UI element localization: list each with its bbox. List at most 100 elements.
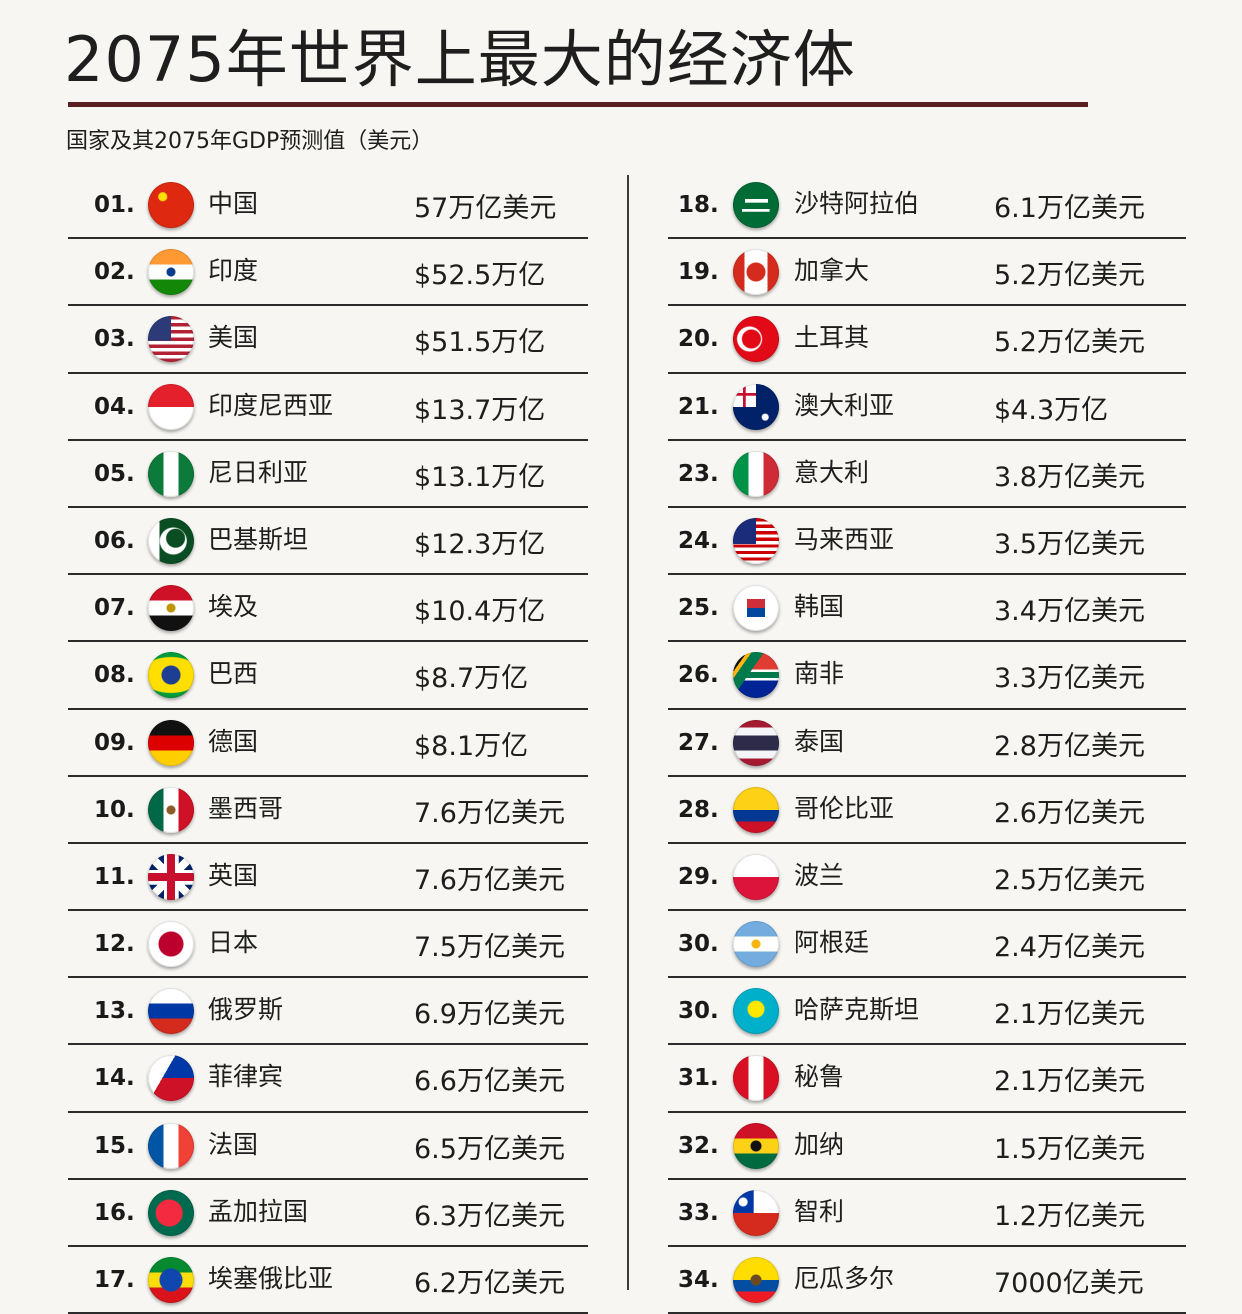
ethiopia-flag-icon: [148, 1257, 194, 1303]
table-row: 21. 澳大利亚 $4.3万亿: [668, 374, 1186, 441]
gdp-value: 3.5万亿美元: [994, 528, 1145, 560]
rank-label: 32.: [678, 1132, 719, 1159]
table-row: 16. 孟加拉国 6.3万亿美元: [68, 1180, 588, 1247]
poland-flag-icon: [733, 853, 779, 900]
gdp-value: 5.2万亿美元: [994, 327, 1145, 359]
japan-flag-icon: [148, 921, 194, 968]
table-row: 02. 印度 $52.5万亿: [68, 239, 588, 307]
germany-flag-icon: [148, 719, 194, 766]
country-name: 哥伦比亚: [794, 793, 895, 823]
country-name: 波兰: [794, 860, 845, 890]
chile-flag-icon: [733, 1189, 779, 1236]
table-row: 23. 意大利 3.8万亿美元: [668, 441, 1186, 508]
country-name: 加纳: [794, 1129, 845, 1159]
gdp-value: 6.1万亿美元: [994, 193, 1145, 224]
country-name: 意大利: [794, 457, 870, 487]
country-name: 菲律宾: [208, 1062, 284, 1092]
table-row: 32. 加纳 1.5万亿美元: [668, 1113, 1186, 1180]
thailand-flag-icon: [733, 719, 779, 766]
gdp-value: 5.2万亿美元: [994, 260, 1145, 292]
pakistan-flag-icon: [148, 517, 194, 564]
country-name: 韩国: [794, 592, 845, 622]
table-row: 25. 韩国 3.4万亿美元: [668, 575, 1186, 643]
country-name: 尼日利亚: [208, 457, 309, 487]
rank-label: 33.: [678, 1199, 719, 1226]
subtitle: 国家及其2075年GDP预测值（美元）: [66, 129, 434, 154]
country-name: 孟加拉国: [208, 1196, 309, 1226]
gdp-value: 1.5万亿美元: [994, 1133, 1145, 1165]
china-flag-icon: [148, 182, 194, 228]
country-name: 厄瓜多尔: [794, 1264, 895, 1293]
country-name: 澳大利亚: [794, 390, 895, 420]
gdp-value: 6.2万亿美元: [414, 1268, 565, 1299]
turkey-flag-icon: [733, 316, 779, 363]
table-row: 30. 阿根廷 2.4万亿美元: [668, 911, 1186, 979]
france-flag-icon: [148, 1122, 194, 1169]
rank-label: 25.: [678, 595, 719, 622]
country-name: 印度尼西亚: [208, 390, 334, 420]
rank-label: 20.: [678, 326, 719, 353]
table-row: 01. 中国 57万亿美元: [68, 172, 588, 240]
country-name: 巴基斯坦: [208, 524, 309, 554]
colombia-flag-icon: [733, 786, 779, 833]
country-name: 美国: [208, 323, 259, 353]
gdp-value: 3.4万亿美元: [994, 596, 1145, 628]
australia-flag-icon: [733, 383, 779, 430]
country-name: 马来西亚: [794, 524, 895, 554]
table-row: 33. 智利 1.2万亿美元: [668, 1180, 1186, 1247]
ghana-flag-icon: [733, 1122, 779, 1169]
rank-label: 09.: [94, 729, 135, 756]
saudi-arabia-flag-icon: [733, 182, 779, 228]
malaysia-flag-icon: [733, 517, 779, 564]
country-name: 泰国: [794, 726, 845, 756]
table-row: 28. 哥伦比亚 2.6万亿美元: [668, 777, 1186, 844]
table-row: 08. 巴西 $8.7万亿: [68, 642, 588, 710]
table-row: 10. 墨西哥 7.6万亿美元: [68, 777, 588, 844]
bangladesh-flag-icon: [148, 1189, 194, 1236]
rank-label: 30.: [678, 931, 719, 958]
ranking-column-left: 01. 中国 57万亿美元 02. 印度 $52.5万亿 03. 美国 $51.5万亿 04. 印度…: [68, 172, 588, 1314]
country-name: 智利: [794, 1196, 845, 1226]
indonesia-flag-icon: [148, 383, 194, 430]
table-row: 17. 埃塞俄比亚 6.2万亿美元: [68, 1247, 588, 1314]
gdp-value: $10.4万亿: [414, 596, 546, 628]
table-row: 29. 波兰 2.5万亿美元: [668, 844, 1186, 912]
table-row: 26. 南非 3.3万亿美元: [668, 642, 1186, 710]
usa-flag-icon: [148, 316, 194, 363]
gdp-value: $8.7万亿: [414, 663, 529, 695]
ranking-column-right: 18. 沙特阿拉伯 6.1万亿美元 19. 加拿大 5.2万亿美元 20. 土耳其 5.2万亿美…: [668, 172, 1186, 1314]
gdp-value: 3.3万亿美元: [994, 663, 1145, 695]
rank-label: 16.: [94, 1199, 135, 1226]
rank-label: 02.: [94, 259, 135, 286]
rank-label: 19.: [678, 259, 719, 286]
gdp-value: $12.3万亿: [414, 528, 546, 560]
gdp-value: 6.3万亿美元: [414, 1200, 565, 1232]
russia-flag-icon: [148, 988, 194, 1035]
table-row: 09. 德国 $8.1万亿: [68, 710, 588, 777]
gdp-value: 1.2万亿美元: [994, 1200, 1145, 1232]
table-row: 04. 印度尼西亚 $13.7万亿: [68, 374, 588, 441]
gdp-value: 2.6万亿美元: [994, 797, 1145, 829]
country-name: 哈萨克斯坦: [794, 995, 920, 1025]
table-row: 11. 英国 7.6万亿美元: [68, 844, 588, 912]
page-title: 2075年世界上最大的经济体: [64, 23, 856, 96]
rank-label: 14.: [94, 1065, 135, 1092]
table-row: 27. 泰国 2.8万亿美元: [668, 710, 1186, 777]
rank-label: 07.: [94, 595, 135, 622]
country-name: 日本: [208, 928, 259, 958]
table-row: 13. 俄罗斯 6.9万亿美元: [68, 978, 588, 1046]
country-name: 南非: [794, 659, 845, 689]
rank-label: 08.: [94, 662, 135, 689]
country-name: 中国: [208, 189, 259, 218]
gdp-value: 6.5万亿美元: [414, 1133, 565, 1165]
gdp-value: $51.5万亿: [414, 327, 546, 359]
rank-label: 24.: [678, 527, 719, 554]
rank-label: 31.: [678, 1065, 719, 1092]
gdp-value: $52.5万亿: [414, 260, 546, 292]
gdp-value: 2.1万亿美元: [994, 999, 1145, 1031]
table-row: 12. 日本 7.5万亿美元: [68, 911, 588, 979]
table-row: 15. 法国 6.5万亿美元: [68, 1113, 588, 1180]
country-name: 德国: [208, 726, 259, 756]
rank-label: 06.: [94, 527, 135, 554]
rank-label: 11.: [94, 863, 135, 890]
